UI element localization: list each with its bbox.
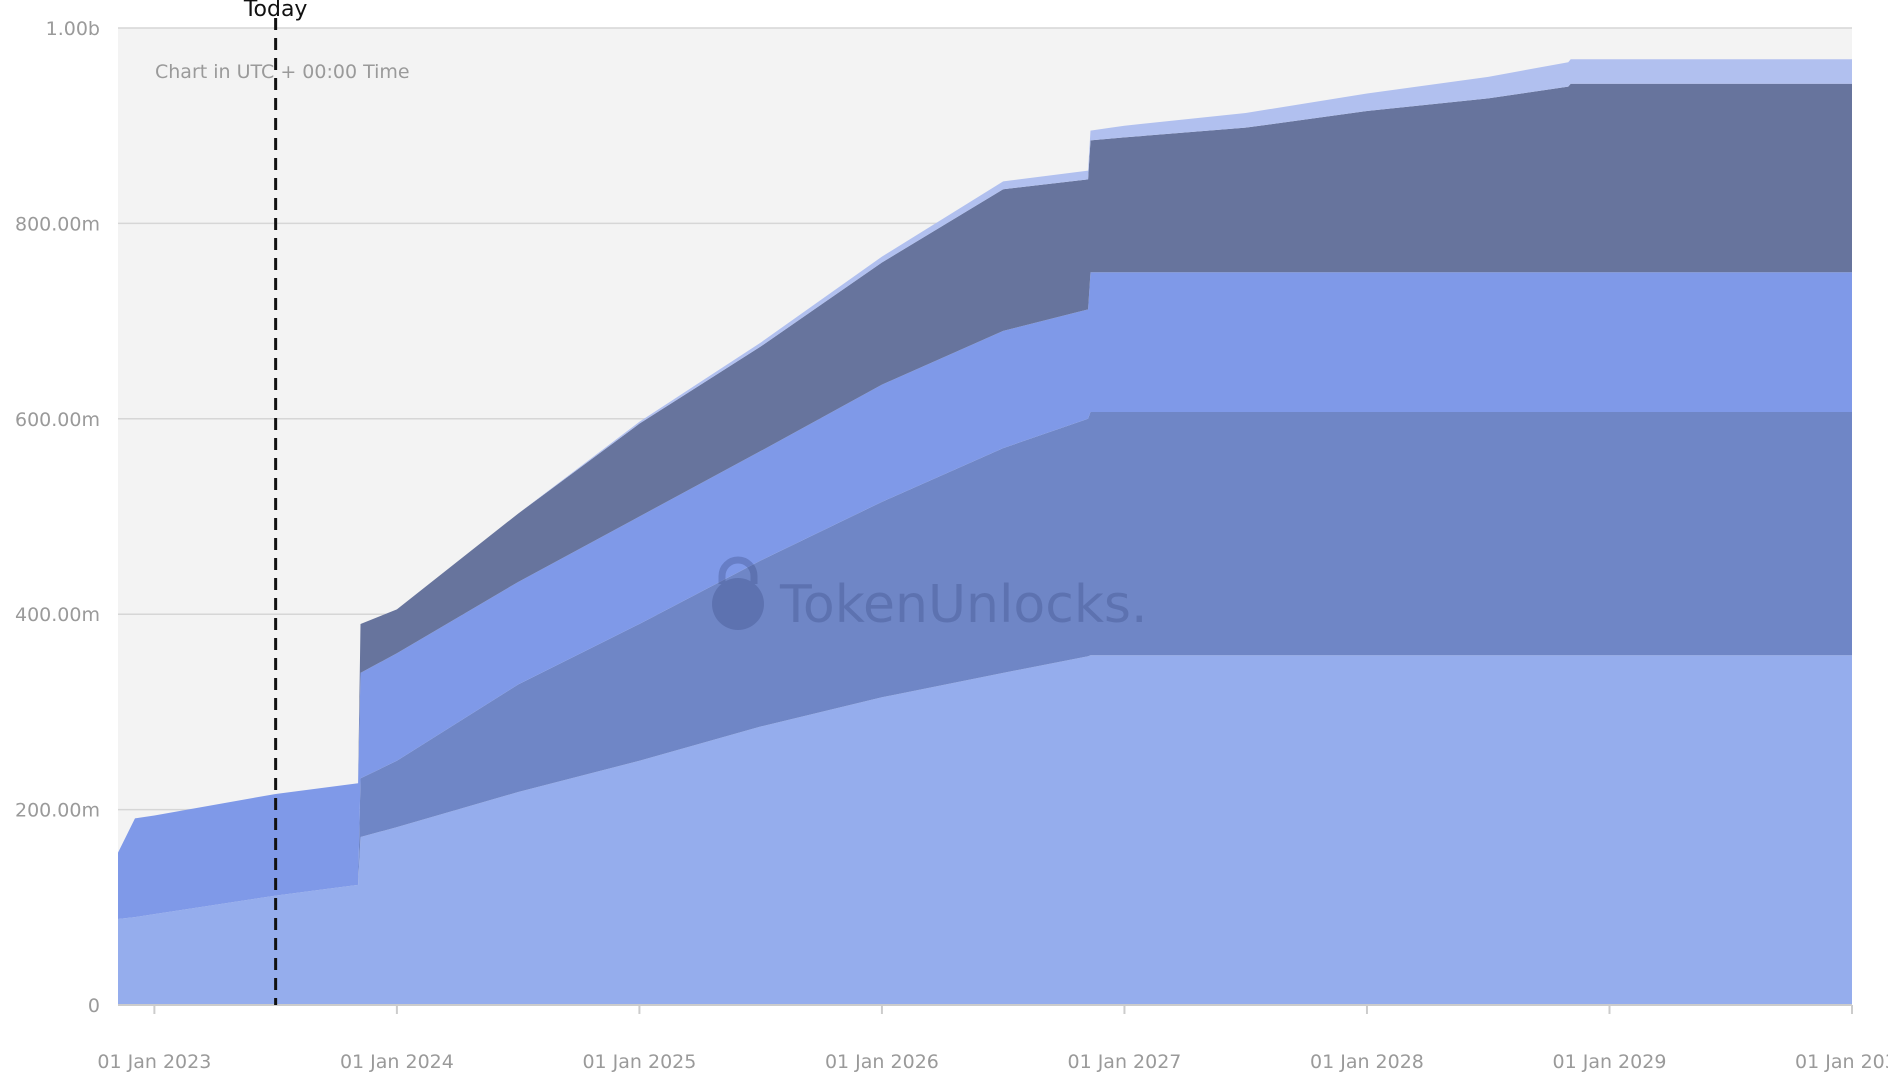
stacked-areas	[118, 59, 1852, 1005]
x-tick-label-1: 01 Jan 2024	[340, 1051, 454, 1073]
x-tick-label-4: 01 Jan 2027	[1067, 1051, 1181, 1073]
watermark: TokenUnlocks.	[712, 556, 1148, 635]
y-tick-label-2: 400.00m	[15, 604, 100, 626]
x-tick-label-3: 01 Jan 2026	[825, 1051, 939, 1073]
x-tick-label-0: 01 Jan 2023	[97, 1051, 211, 1073]
y-tick-label-5: 1.00b	[46, 18, 100, 40]
y-tick-label-1: 200.00m	[15, 800, 100, 822]
series-area-1[interactable]	[118, 411, 1852, 920]
today-label: Today	[243, 0, 308, 22]
x-tick-label-5: 01 Jan 2028	[1310, 1051, 1424, 1073]
today-marker: Today	[243, 0, 308, 1005]
x-tick-label-2: 01 Jan 2025	[582, 1051, 696, 1073]
series-area-3[interactable]	[118, 83, 1852, 853]
watermark-text: TokenUnlocks.	[779, 575, 1148, 635]
series-area-2[interactable]	[118, 272, 1852, 920]
axes: 0 200.00m 400.00m 600.00m 800.00m 1.00b 01 Jan…	[15, 18, 1888, 1073]
lock-icon	[712, 556, 764, 630]
x-tick-label-6: 01 Jan 2029	[1553, 1051, 1667, 1073]
y-tick-label-3: 600.00m	[15, 409, 100, 431]
series-area-0[interactable]	[118, 655, 1852, 1005]
timezone-note: Chart in UTC + 00:00 Time	[155, 61, 410, 83]
y-tick-label-0: 0	[88, 995, 100, 1017]
x-tick-label-7: 01 Jan 2030	[1795, 1051, 1888, 1073]
y-tick-label-4: 800.00m	[15, 213, 100, 235]
